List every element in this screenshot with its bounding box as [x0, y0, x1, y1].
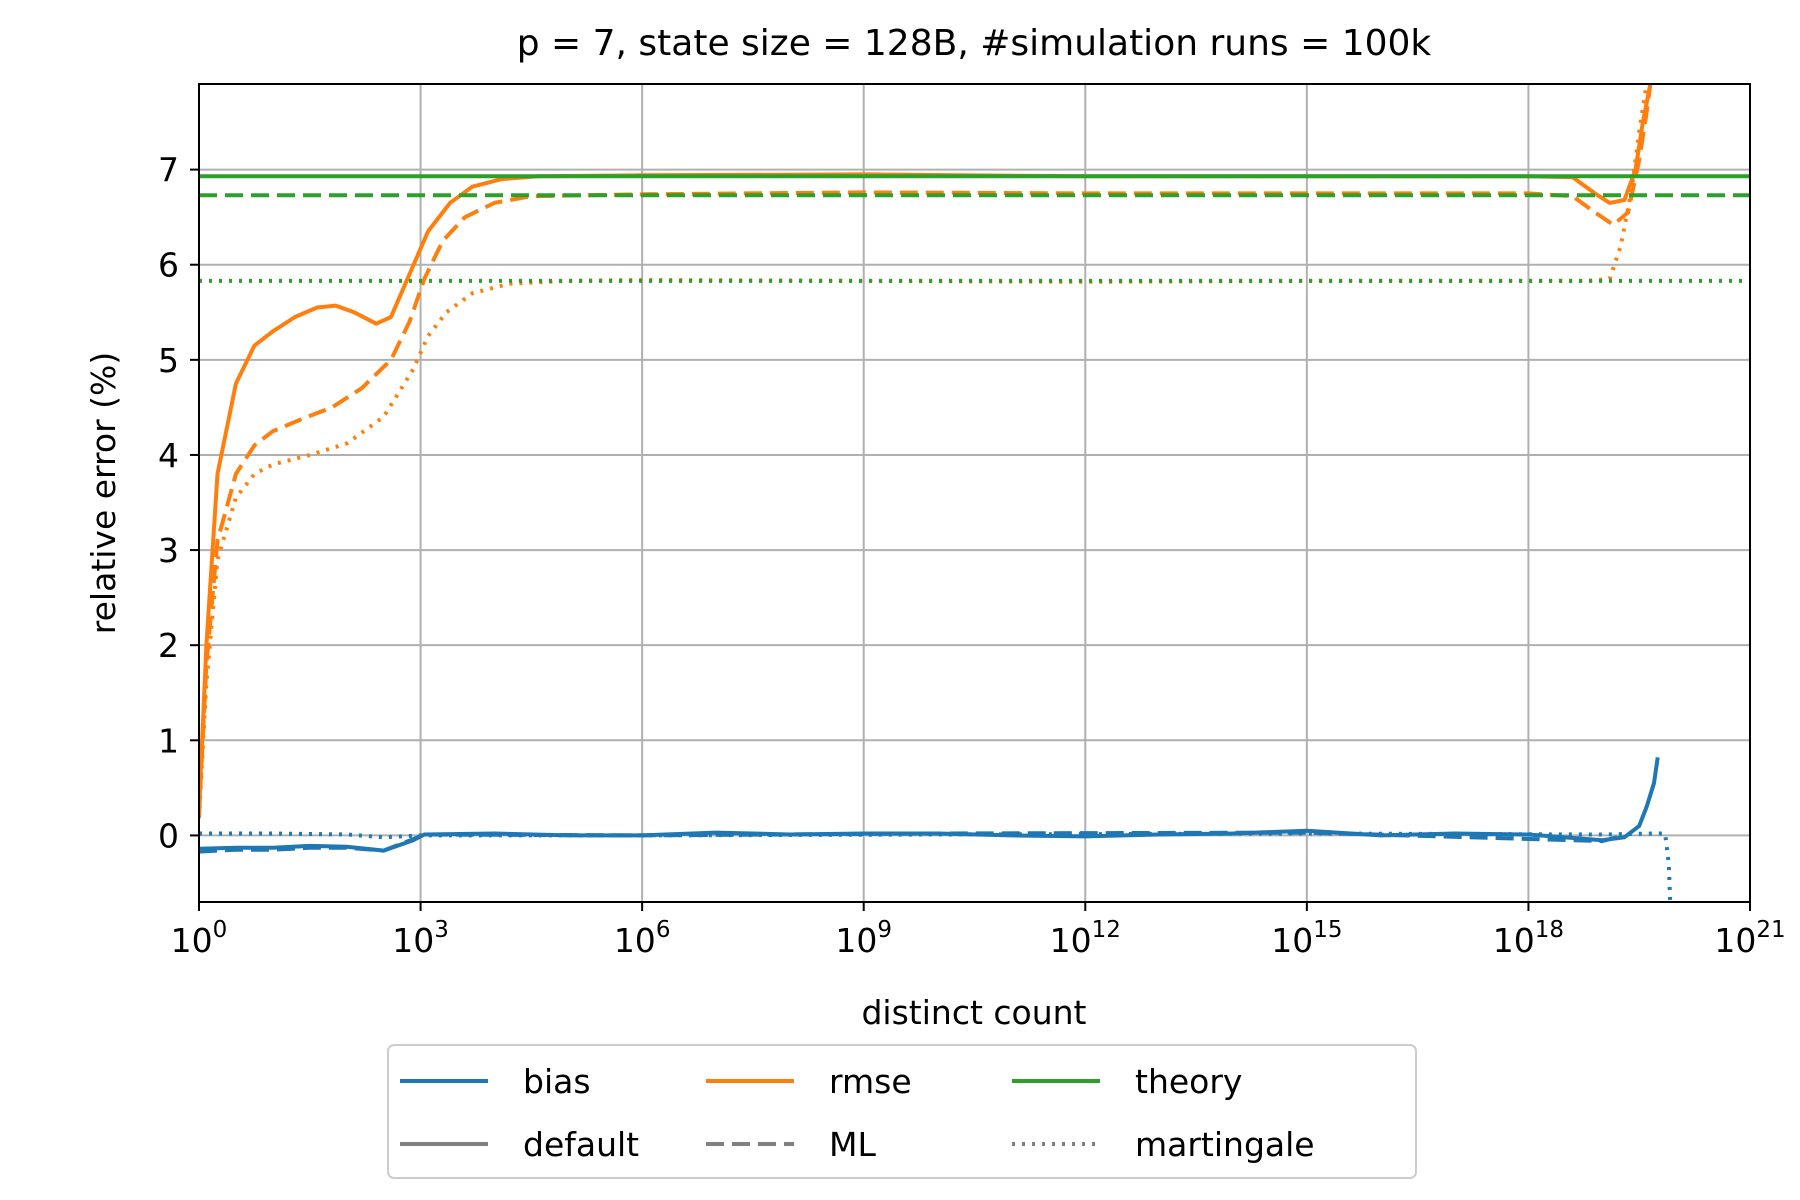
series-rmse-ML	[199, 84, 1653, 817]
x-tick-label: 109	[835, 917, 892, 960]
x-tick-exponent: 6	[656, 917, 671, 943]
x-tick-base: 10	[1050, 921, 1092, 960]
x-tick-exponent: 9	[877, 917, 892, 943]
series-rmse-martingale	[199, 84, 1649, 819]
y-tick-label: 7	[158, 151, 179, 190]
x-tick-label: 106	[614, 917, 671, 960]
x-tick-exponent: 12	[1092, 917, 1121, 943]
x-tick-exponent: 21	[1756, 917, 1785, 943]
x-tick-exponent: 18	[1535, 917, 1564, 943]
legend-label-ML: ML	[829, 1125, 876, 1164]
x-tick-exponent: 3	[434, 917, 449, 943]
x-tick-label: 1015	[1271, 917, 1342, 960]
legend-box	[387, 1044, 1417, 1179]
x-tick-label: 103	[392, 917, 449, 960]
x-tick-base: 10	[171, 921, 213, 960]
x-tick-label: 1018	[1493, 917, 1564, 960]
series-lines	[199, 84, 1750, 902]
y-axis-label: relative error (%)	[84, 352, 123, 634]
legend-label-theory: theory	[1135, 1062, 1242, 1101]
x-tick-base: 10	[1271, 921, 1313, 960]
x-tick-base: 10	[835, 921, 877, 960]
y-tick-label: 4	[158, 436, 179, 475]
legend: bias rmse theory default ML martingale	[387, 1044, 1417, 1179]
legend-label-bias: bias	[523, 1062, 591, 1101]
x-tick-base: 10	[392, 921, 434, 960]
y-tick-label: 0	[158, 816, 179, 855]
legend-label-rmse: rmse	[829, 1062, 912, 1101]
x-tick-label: 100	[171, 917, 228, 960]
legend-label-martingale: martingale	[1135, 1125, 1315, 1164]
y-tick-label: 2	[158, 626, 179, 665]
x-tick-base: 10	[1493, 921, 1535, 960]
y-tick-label: 6	[158, 246, 179, 285]
y-tick-label: 3	[158, 531, 179, 570]
y-tick-label: 5	[158, 341, 179, 380]
legend-label-default: default	[523, 1125, 639, 1164]
x-tick-base: 10	[1714, 921, 1756, 960]
x-tick-base: 10	[614, 921, 656, 960]
x-axis-label: distinct count	[861, 993, 1086, 1032]
x-tick-label: 1021	[1714, 917, 1785, 960]
series-bias-ML	[199, 830, 1625, 854]
plot-frame	[198, 83, 1751, 903]
grid	[198, 84, 1751, 902]
chart-title: p = 7, state size = 128B, #simulation ru…	[517, 23, 1432, 64]
x-tick-exponent: 15	[1313, 917, 1342, 943]
y-tick-label: 1	[158, 721, 179, 760]
x-tick-exponent: 0	[213, 917, 228, 943]
x-tick-label: 1012	[1050, 917, 1121, 960]
